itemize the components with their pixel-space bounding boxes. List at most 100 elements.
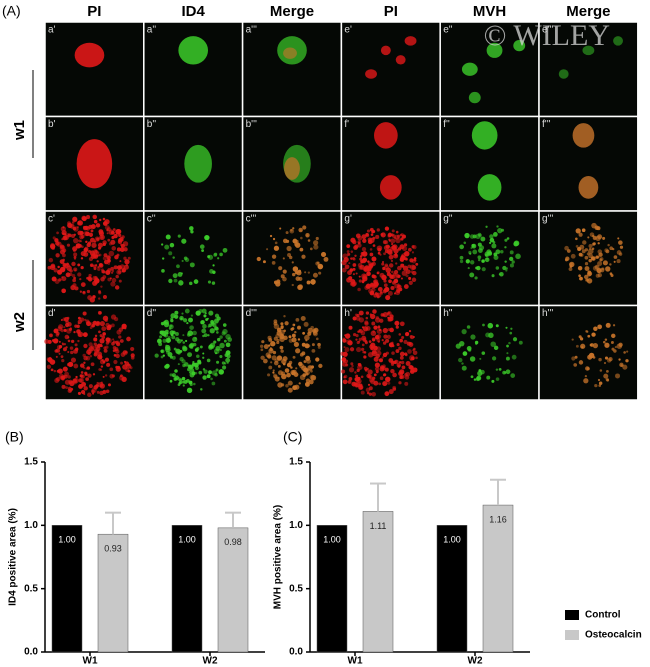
speckle (123, 247, 128, 252)
speckle (282, 362, 286, 366)
speckle (82, 291, 86, 294)
speckle (408, 280, 413, 285)
speckle (199, 345, 203, 349)
cell-blob (471, 121, 498, 150)
speckle (188, 371, 192, 374)
speckle (377, 340, 380, 343)
speckle (280, 325, 284, 329)
y-tick-label: 0.0 (289, 647, 303, 658)
speckle (379, 366, 385, 372)
speckle (407, 349, 412, 354)
speckle (358, 317, 365, 323)
speckle (379, 272, 385, 278)
speckle (69, 362, 74, 367)
speckle (383, 334, 388, 339)
speckle (374, 366, 380, 371)
speckle (93, 342, 97, 346)
speckle (97, 242, 103, 248)
speckle (63, 342, 67, 346)
speckle (286, 362, 292, 368)
speckle (190, 314, 194, 317)
speckle (118, 327, 123, 332)
speckle (123, 256, 127, 261)
speckle (277, 364, 281, 368)
speckle (305, 233, 310, 238)
speckle (277, 382, 283, 388)
speckle (211, 321, 214, 325)
speckle (391, 229, 395, 233)
speckle (66, 362, 71, 367)
speckle (64, 233, 67, 236)
speckle (292, 272, 296, 277)
speckle (221, 331, 226, 336)
speckle (86, 242, 91, 248)
speckle (79, 378, 84, 383)
speckle (358, 265, 363, 270)
speckle (92, 280, 98, 286)
speckle (53, 369, 57, 373)
speckle (382, 266, 386, 271)
speckle (364, 339, 368, 343)
speckle (300, 236, 303, 240)
speckle (174, 310, 179, 315)
speckle (343, 376, 346, 379)
speckle (182, 341, 186, 344)
speckle (90, 362, 95, 367)
speckle (495, 266, 500, 270)
speckle (404, 353, 408, 357)
speckle (469, 272, 475, 278)
speckle (270, 361, 273, 364)
speckle (344, 347, 350, 353)
speckle (99, 218, 102, 222)
speckle (369, 252, 374, 257)
speckle (74, 324, 78, 328)
speckle (391, 341, 394, 345)
speckle (164, 244, 170, 250)
speckle (282, 269, 287, 274)
speckle (99, 338, 105, 344)
speckle (358, 279, 362, 283)
speckle (113, 354, 117, 357)
speckle (509, 256, 514, 262)
speckle (187, 367, 191, 372)
speckle (91, 242, 97, 248)
speckle (199, 244, 205, 250)
speckle (392, 280, 397, 285)
legend-label: Control (585, 610, 621, 621)
cell-blob (477, 174, 502, 201)
speckle (481, 267, 486, 272)
speckle (400, 277, 403, 280)
speckle (569, 265, 573, 268)
speckle (65, 320, 69, 325)
speckle (82, 353, 86, 358)
speckle (295, 367, 298, 370)
panel-label: (A) (2, 3, 21, 19)
speckle (591, 242, 596, 246)
speckle (511, 260, 515, 264)
speckle (201, 328, 207, 334)
speckle (376, 228, 380, 232)
speckle (266, 248, 269, 251)
speckle (481, 351, 486, 355)
speckle (81, 245, 84, 249)
speckle (384, 276, 387, 279)
speckle (401, 234, 406, 239)
speckle (378, 382, 382, 386)
speckle (124, 351, 128, 354)
speckle (399, 321, 405, 327)
speckle (408, 330, 412, 333)
speckle (404, 381, 409, 386)
speckle (62, 366, 68, 372)
watermark: © WILEY (484, 19, 610, 52)
speckle (74, 347, 79, 351)
speckle (72, 226, 77, 231)
speckle (375, 346, 382, 352)
speckle (380, 232, 386, 238)
speckle (392, 387, 397, 391)
speckle (575, 344, 579, 348)
speckle (79, 374, 83, 378)
speckle (159, 335, 163, 339)
speckle (65, 272, 71, 278)
speckle (67, 339, 71, 343)
speckle (285, 231, 289, 235)
